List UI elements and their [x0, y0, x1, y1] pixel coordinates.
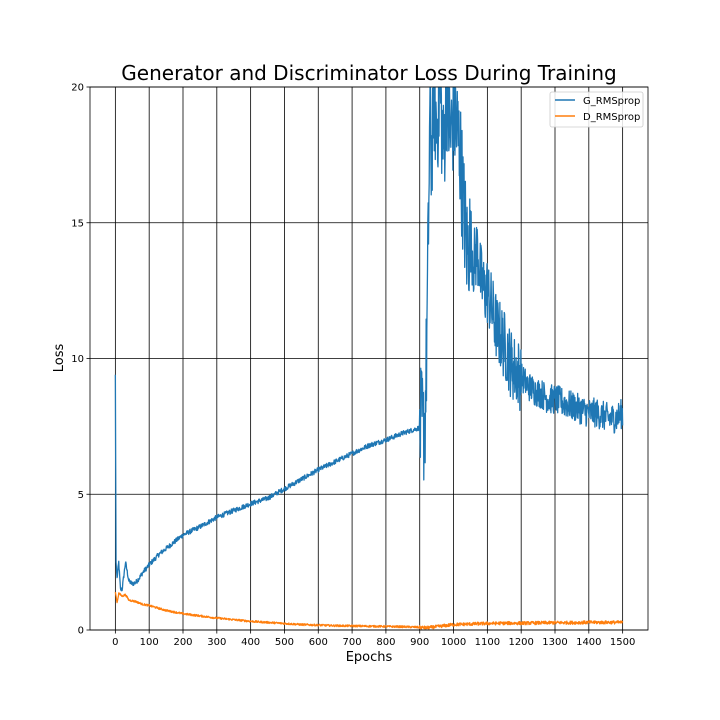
legend-label: G_RMSprop	[583, 96, 640, 107]
x-tick-label: 0	[112, 637, 118, 648]
x-tick-label: 1200	[508, 637, 533, 648]
x-tick-label: 900	[410, 637, 429, 648]
x-tick-label: 600	[309, 637, 328, 648]
x-tick-label: 1000	[441, 637, 466, 648]
legend-label: D_RMSprop	[583, 112, 640, 123]
x-tick-label: 300	[207, 637, 226, 648]
ticks: 0 100 200 300 400 500 600 700 800 900 1000 1100 1200…	[71, 83, 635, 649]
y-tick-label: 15	[71, 218, 84, 229]
x-tick-label: 700	[343, 637, 362, 648]
x-tick-label: 500	[275, 637, 294, 648]
chart-title: Generator and Discriminator Loss During …	[121, 61, 616, 85]
x-axis-label: Epochs	[346, 650, 393, 665]
x-tick-label: 100	[140, 637, 159, 648]
y-axis-label: Loss	[52, 344, 67, 373]
x-tick-label: 1100	[475, 637, 500, 648]
series-layer	[114, 87, 624, 630]
legend: G_RMSprop D_RMSprop	[549, 91, 644, 128]
x-tick-label: 1500	[610, 637, 635, 648]
x-tick-label: 400	[241, 637, 260, 648]
x-tick-label: 200	[173, 637, 192, 648]
y-tick-label: 10	[71, 354, 84, 365]
series-line-G_RMSprop	[114, 87, 624, 592]
series-line-D_RMSprop	[114, 591, 624, 630]
x-tick-label: 800	[376, 637, 395, 648]
y-tick-label: 20	[71, 83, 84, 94]
x-tick-label: 1400	[576, 637, 601, 648]
x-tick-label: 1300	[542, 637, 567, 648]
y-tick-label: 0	[78, 626, 84, 637]
y-tick-label: 5	[78, 490, 84, 501]
